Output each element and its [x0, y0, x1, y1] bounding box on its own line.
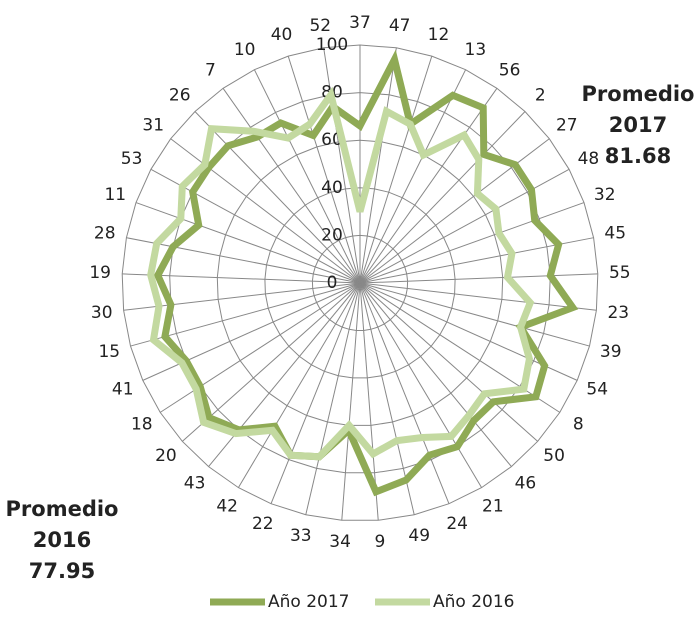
- series-line: [153, 49, 579, 497]
- category-label: 10: [234, 40, 256, 60]
- category-label: 24: [446, 514, 468, 534]
- category-label: 34: [329, 532, 351, 552]
- category-label: 11: [104, 185, 126, 205]
- spoke: [130, 282, 361, 347]
- category-label: 40: [271, 25, 293, 45]
- category-label: 8: [573, 414, 584, 434]
- category-label: 31: [142, 115, 164, 135]
- spoke: [122, 273, 361, 284]
- spoke: [222, 88, 361, 284]
- spoke: [359, 55, 433, 284]
- category-label: 45: [604, 223, 626, 243]
- spoke: [359, 282, 597, 311]
- spoke: [359, 273, 598, 284]
- category-label: 55: [609, 263, 631, 283]
- spoke: [270, 282, 361, 504]
- spoke: [253, 69, 361, 284]
- category-label: 37: [349, 13, 371, 33]
- annotation: 2017: [609, 113, 667, 137]
- category-label: 48: [578, 149, 600, 169]
- spoke: [123, 282, 361, 311]
- spoke: [237, 282, 361, 488]
- spoke: [359, 282, 379, 521]
- category-label: 19: [89, 263, 111, 283]
- grid-ring: [216, 139, 504, 426]
- r-tick-label: 20: [321, 225, 343, 245]
- category-label: 26: [169, 86, 191, 106]
- category-label: 28: [94, 223, 116, 243]
- spoke: [359, 282, 512, 467]
- category-label: 20: [155, 446, 177, 466]
- spoke: [359, 282, 483, 488]
- annotation: 77.95: [29, 559, 95, 583]
- category-label: 39: [600, 342, 622, 362]
- category-label: 47: [389, 16, 411, 36]
- spoke: [359, 69, 467, 284]
- category-label: 15: [98, 342, 120, 362]
- spoke: [359, 282, 590, 347]
- spoke: [359, 282, 450, 504]
- spoke: [359, 138, 550, 284]
- category-label: 22: [252, 514, 274, 534]
- category-label: 56: [499, 60, 521, 80]
- spoke: [126, 237, 361, 284]
- grid-ring: [311, 234, 409, 331]
- spoke: [359, 88, 498, 284]
- spoke: [359, 282, 539, 442]
- spoke: [359, 47, 397, 284]
- spoke: [323, 47, 361, 284]
- spoke: [135, 202, 361, 284]
- annotation: Promedio: [6, 497, 119, 521]
- category-label: 54: [586, 379, 608, 399]
- spoke: [305, 282, 361, 515]
- category-label: 33: [290, 526, 312, 546]
- spoke: [359, 111, 526, 284]
- legend-label: Año 2017: [268, 592, 349, 612]
- r-tick-label: 100: [316, 35, 348, 55]
- spoke: [359, 202, 585, 284]
- spoke: [341, 282, 361, 521]
- category-label: 2: [535, 86, 546, 106]
- spoke: [181, 282, 361, 442]
- category-label: 9: [374, 532, 385, 552]
- category-label: 13: [465, 40, 487, 60]
- category-label: 12: [428, 25, 450, 45]
- category-label: 42: [216, 496, 238, 516]
- category-label: 41: [112, 379, 134, 399]
- category-label: 23: [607, 303, 629, 323]
- annotation: 81.68: [605, 144, 671, 168]
- spoke: [150, 168, 361, 284]
- r-tick-label: 0: [327, 273, 338, 293]
- annotation: Promedio: [582, 82, 694, 106]
- r-tick-label: 40: [321, 178, 343, 198]
- category-label: 21: [482, 496, 504, 516]
- series-line: [147, 86, 535, 461]
- spoke: [194, 111, 361, 284]
- category-label: 50: [543, 446, 565, 466]
- category-label: 53: [121, 149, 143, 169]
- category-label: 27: [556, 115, 578, 135]
- category-label: 32: [594, 185, 616, 205]
- annotation: 2016: [33, 528, 91, 552]
- grid-ring: [121, 44, 599, 521]
- category-label: 49: [408, 526, 430, 546]
- legend-label: Año 2016: [433, 592, 514, 612]
- category-label: 46: [515, 474, 537, 494]
- category-label: 18: [131, 414, 153, 434]
- grid-ring: [264, 187, 456, 379]
- category-label: 7: [205, 60, 216, 80]
- category-label: 30: [91, 303, 113, 323]
- category-label: 43: [184, 474, 206, 494]
- spoke: [287, 55, 361, 284]
- category-label: 52: [309, 16, 331, 36]
- spoke: [142, 282, 361, 381]
